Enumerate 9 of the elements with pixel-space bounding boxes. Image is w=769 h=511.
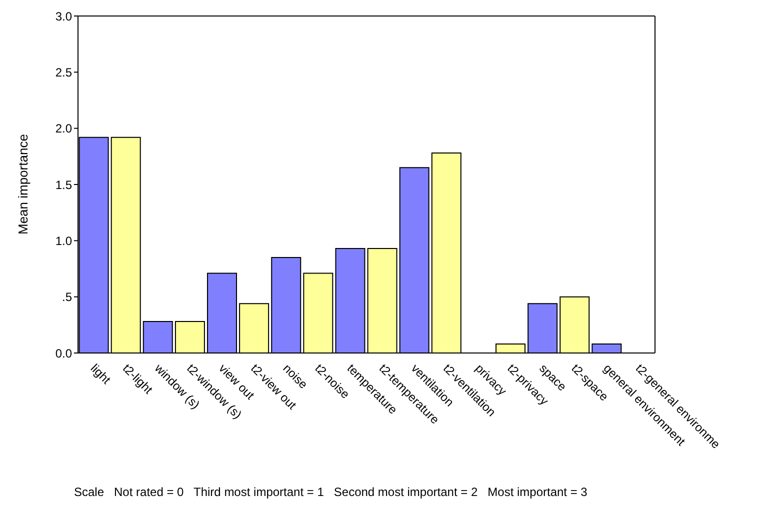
text: Scale Not rated = 0 Third most important = 1 Second most important = 2 Most important = 3 (74, 485, 588, 499)
y-tick-label: 2.0 (55, 122, 72, 136)
y-tick-label: 0.0 (55, 346, 72, 360)
y-axis-title: Mean importance (16, 134, 31, 234)
y-tick-label: 1.5 (55, 178, 72, 192)
y-tick-label: 1.0 (55, 234, 72, 248)
y-tick-label: .5 (62, 290, 72, 304)
y-tick-label: 3.0 (55, 9, 72, 24)
y-tick-label: 2.5 (55, 65, 72, 80)
